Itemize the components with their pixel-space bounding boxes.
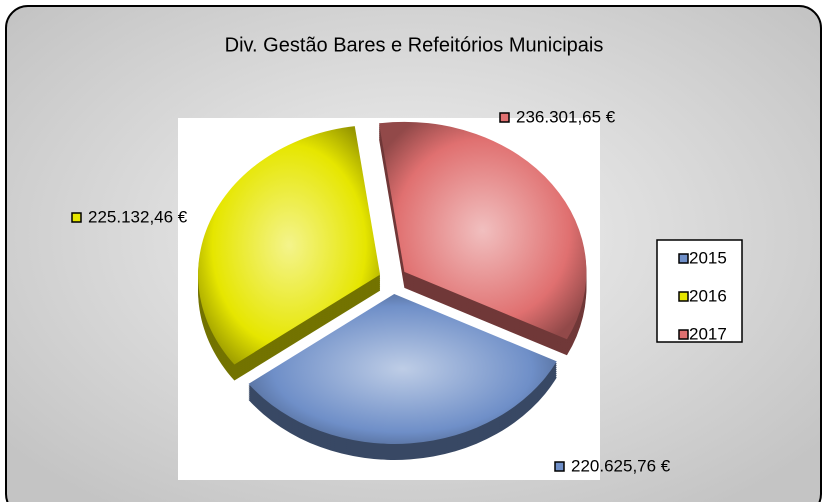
pie bbox=[198, 121, 587, 460]
label-marker bbox=[554, 461, 565, 472]
data-label: 236.301,65 € bbox=[516, 107, 616, 126]
legend-box bbox=[656, 239, 743, 343]
chart-title: Div. Gestão Bares e Refeitórios Municipa… bbox=[225, 34, 604, 56]
label-marker bbox=[499, 112, 510, 123]
legend-label: 2016 bbox=[689, 286, 727, 305]
data-label: 225.132,46 € bbox=[88, 207, 188, 226]
pie-slice bbox=[248, 293, 557, 444]
label-marker bbox=[71, 212, 82, 223]
legend-label: 2015 bbox=[689, 248, 727, 267]
pie-slice bbox=[379, 121, 587, 340]
pie-slice bbox=[198, 126, 381, 365]
legend-swatch bbox=[678, 291, 689, 302]
data-label: 220.625,76 € bbox=[571, 456, 671, 475]
legend-swatch bbox=[678, 329, 689, 340]
legend-label: 2017 bbox=[689, 324, 727, 343]
legend-swatch bbox=[678, 253, 689, 264]
